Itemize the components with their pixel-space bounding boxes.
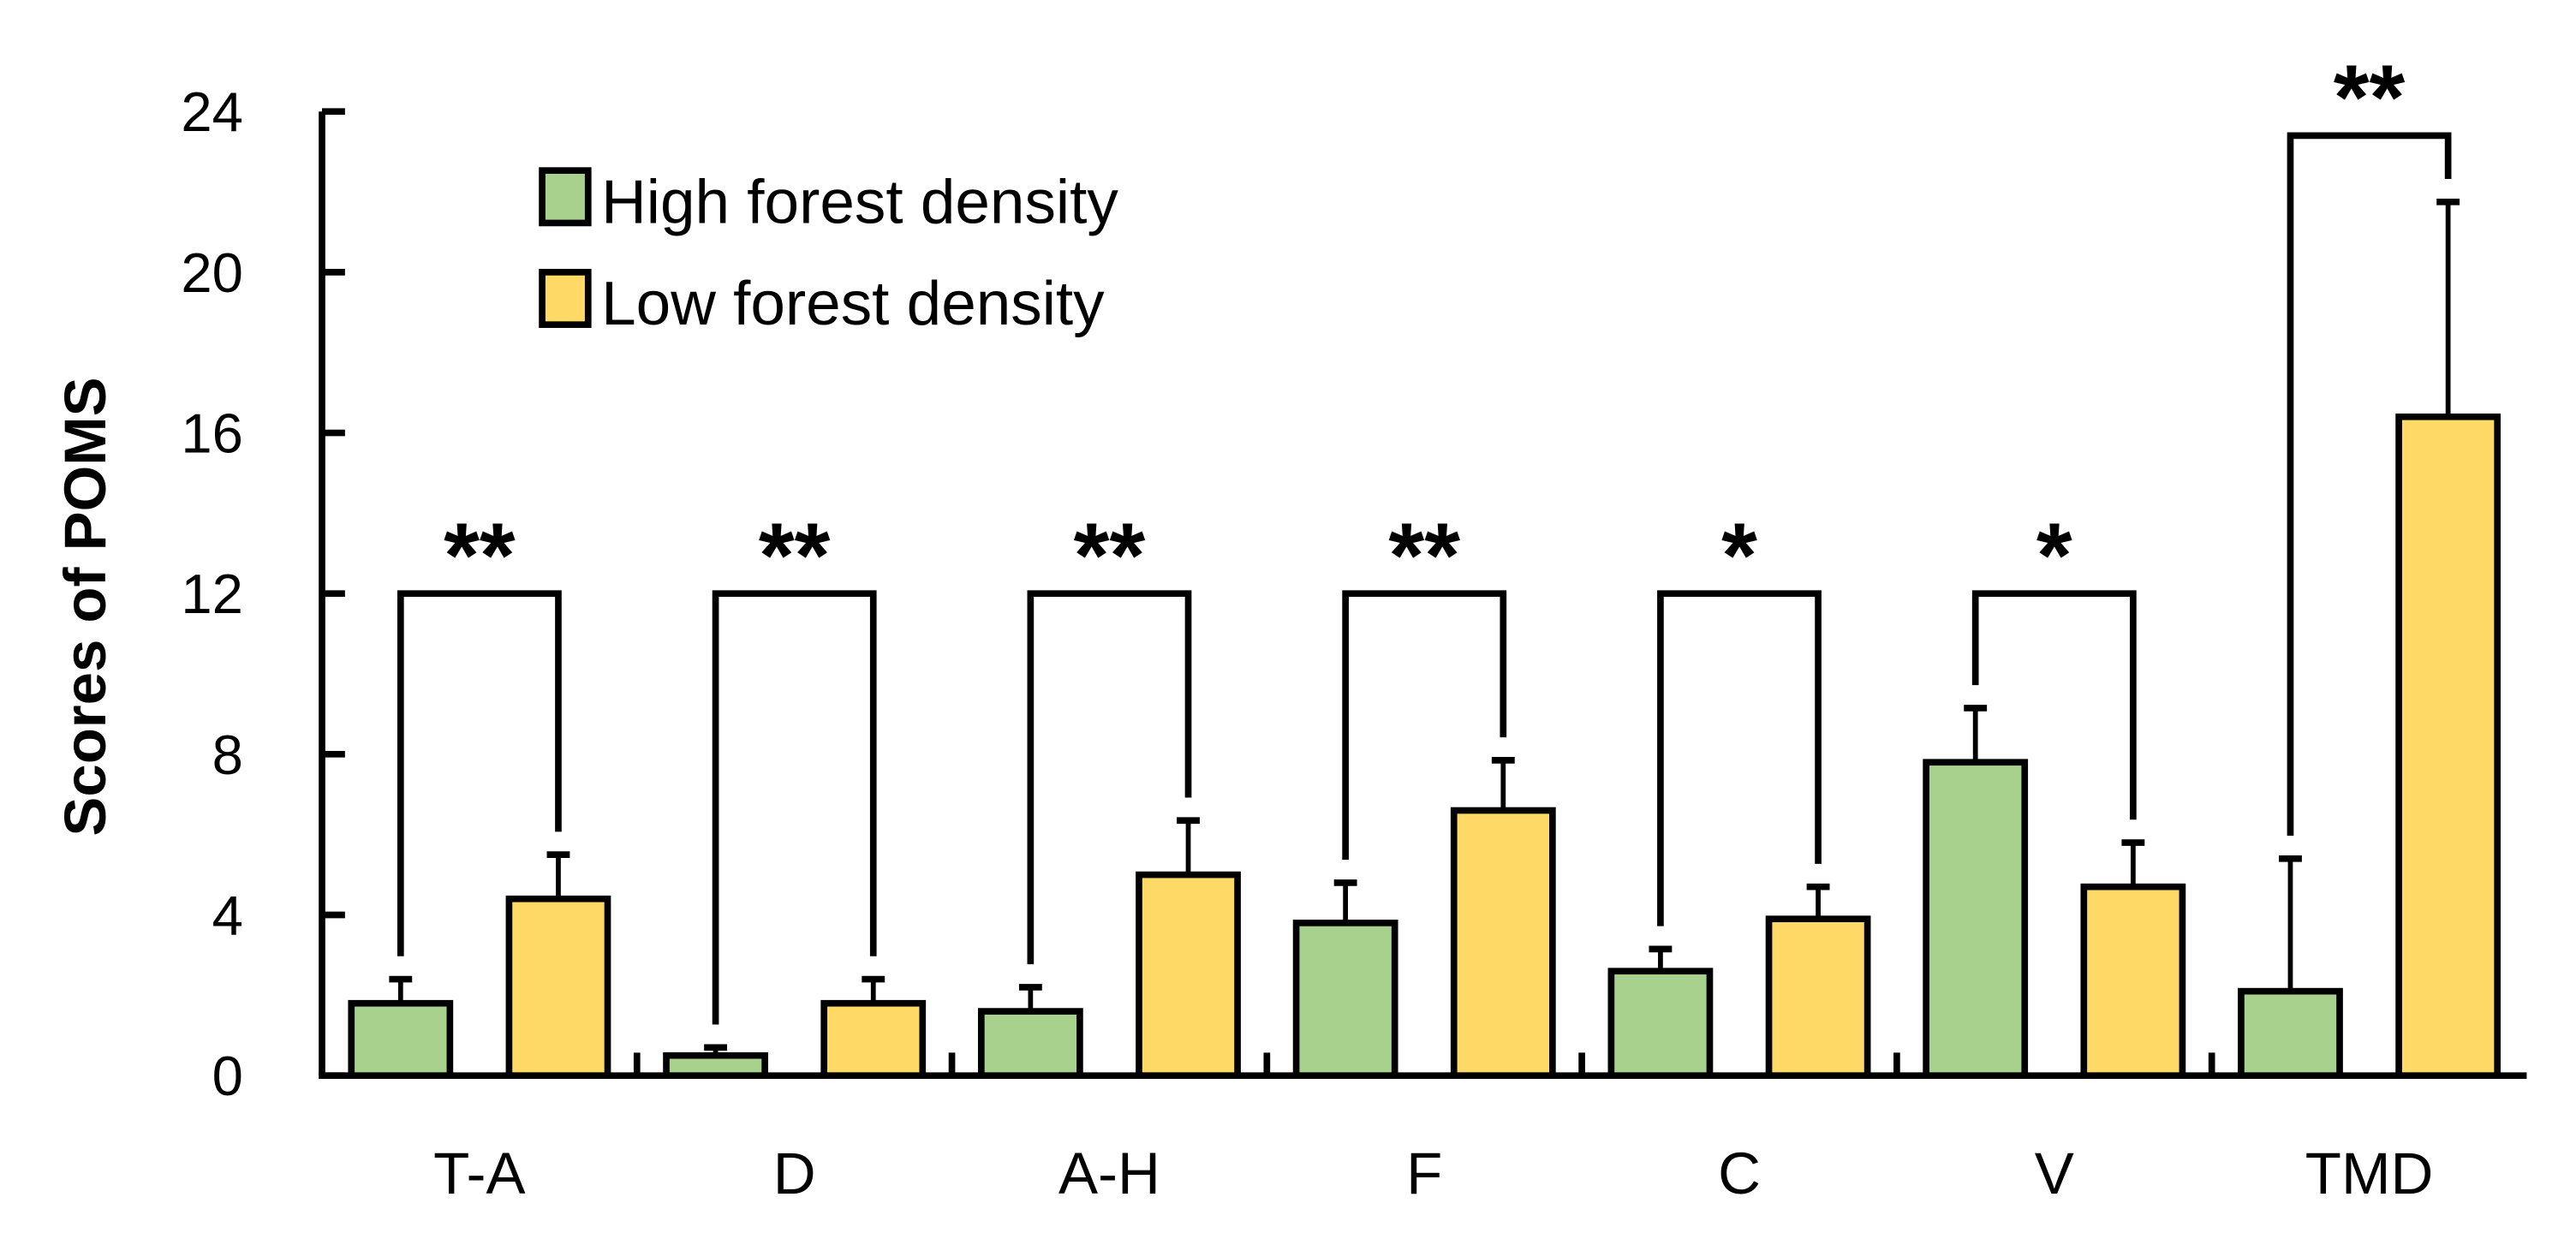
bar-low — [1450, 807, 1556, 1079]
y-tick-label: 4 — [212, 885, 243, 947]
category-label: V — [2035, 1141, 2074, 1206]
significance-marker: ** — [2334, 46, 2406, 149]
legend-label: High forest density — [601, 167, 1118, 236]
significance-marker: * — [2036, 504, 2072, 607]
bar-high — [977, 1008, 1083, 1079]
category-label: T-A — [433, 1141, 525, 1206]
significance-bracket — [712, 590, 877, 1025]
bar-high — [663, 1051, 768, 1079]
y-axis-label: Scores of POMS — [52, 377, 118, 836]
bars: ** ** ** ** * *** — [348, 46, 2501, 1080]
y-tick-label: 20 — [181, 241, 243, 304]
legend: High forest density Low forest density — [539, 167, 1118, 338]
bar-low — [2395, 413, 2501, 1079]
category-label: D — [773, 1141, 816, 1206]
y-tick-label: 12 — [181, 563, 243, 625]
y-tick-label: 0 — [212, 1045, 243, 1107]
bar-high — [1923, 759, 2029, 1079]
significance-bracket — [397, 590, 562, 956]
significance-marker: ** — [1074, 504, 1146, 607]
bar-high — [2238, 987, 2343, 1079]
significance-bracket — [1027, 590, 1192, 965]
bar-low — [1136, 871, 1241, 1079]
y-tick-label: 8 — [212, 724, 243, 786]
significance-bracket — [2287, 132, 2452, 837]
bar-high — [1607, 968, 1714, 1079]
y-tick-label: 24 — [181, 80, 243, 143]
category-label: F — [1406, 1141, 1442, 1206]
bar-low — [1765, 915, 1871, 1080]
y-tick-label: 16 — [181, 402, 243, 465]
category-label: A-H — [1058, 1141, 1160, 1206]
bar-high — [348, 999, 454, 1080]
significance-marker: ** — [1388, 504, 1460, 607]
significance-marker: ** — [759, 504, 831, 607]
bar-low — [2080, 883, 2186, 1079]
category-label: C — [1718, 1141, 1761, 1206]
legend-label: Low forest density — [601, 269, 1105, 338]
bar-high — [1292, 920, 1398, 1080]
significance-bracket — [1971, 590, 2137, 820]
significance-marker: * — [1721, 504, 1757, 607]
bar-low — [505, 895, 611, 1080]
significance-bracket — [1342, 590, 1507, 861]
legend-swatch — [539, 269, 592, 328]
significance-bracket — [1657, 590, 1822, 926]
legend-swatch — [539, 167, 592, 227]
category-label: TMD — [2305, 1141, 2434, 1206]
bar-low — [820, 999, 927, 1080]
significance-marker: ** — [444, 504, 516, 607]
